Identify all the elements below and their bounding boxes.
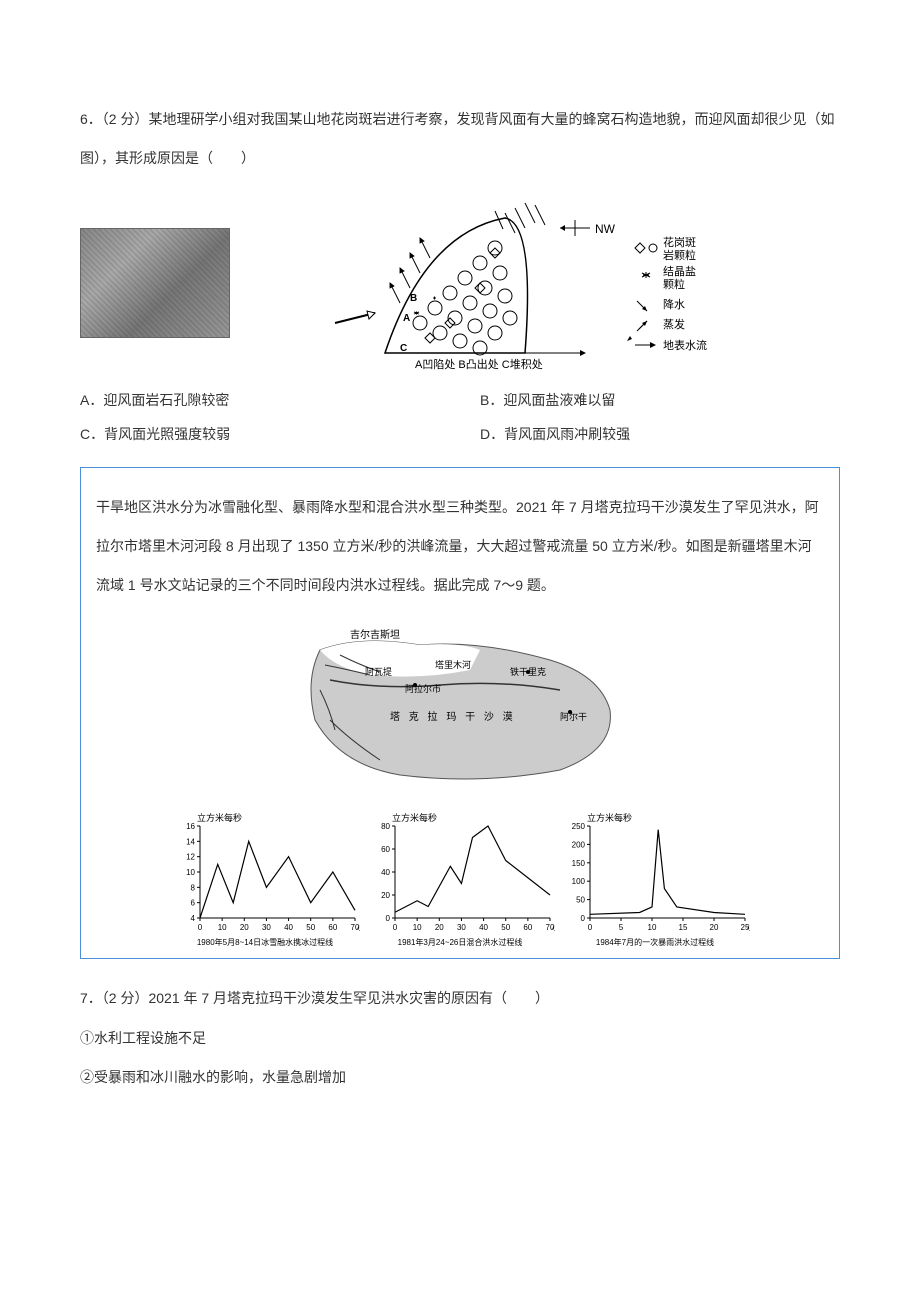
legend-evap: 蒸发	[663, 317, 685, 331]
chart-2: 020406080010203040506070小时立方米每秒1981年3月24…	[365, 808, 555, 948]
q6-photo	[80, 228, 230, 338]
svg-text:立方米每秒: 立方米每秒	[587, 812, 632, 823]
svg-text:立方米每秒: 立方米每秒	[392, 812, 437, 823]
map-aerqan: 阿尔干	[560, 711, 587, 722]
svg-text:10: 10	[186, 868, 195, 877]
svg-text:C: C	[400, 343, 407, 354]
svg-text:8: 8	[191, 884, 196, 893]
svg-text:60: 60	[381, 845, 390, 854]
svg-text:40: 40	[284, 923, 293, 932]
svg-text:4: 4	[191, 914, 196, 923]
question-6: 6．（2 分）某地理研学小组对我国某山地花岗斑岩进行考察，发现背风面有大量的蜂窝…	[80, 100, 840, 447]
context-text: 干旱地区洪水分为冰雪融化型、暴雨降水型和混合洪水型三种类型。2021 年 7 月…	[96, 488, 824, 606]
svg-text:250: 250	[572, 822, 586, 831]
map-kyrgyz: 吉尔吉斯坦	[350, 628, 400, 641]
svg-text:12: 12	[186, 853, 195, 862]
svg-text:小时: 小时	[357, 922, 360, 932]
svg-text:20: 20	[381, 891, 390, 900]
svg-text:5: 5	[619, 923, 624, 932]
svg-text:10: 10	[648, 923, 657, 932]
q7-item-1: ①水利工程设施不足	[80, 1019, 840, 1058]
q7-item-2: ②受暴雨和冰川融水的影响，水量急剧增加	[80, 1058, 840, 1097]
context-box: 干旱地区洪水分为冰雪融化型、暴雨降水型和混合洪水型三种类型。2021 年 7 月…	[80, 467, 840, 960]
context-figures: 吉尔吉斯坦 塔里木河 阿拉尔市 阿瓦提 铁干里克 阿尔干 塔 克 拉 玛 干 沙…	[96, 620, 824, 948]
svg-text:0: 0	[581, 914, 586, 923]
map-awat: 阿瓦提	[365, 667, 392, 677]
legend-flow: 地表水流	[663, 338, 707, 352]
svg-text:立方米每秒: 立方米每秒	[197, 812, 242, 823]
svg-text:30: 30	[457, 923, 466, 932]
svg-text:200: 200	[572, 841, 586, 850]
svg-text:0: 0	[588, 923, 593, 932]
q6-option-b: B．迎风面盐液难以留	[480, 388, 840, 413]
svg-text:颗粒: 颗粒	[663, 277, 685, 291]
legend-rain: 降水	[663, 297, 685, 311]
q6-option-c: C．背风面光照强度较弱	[80, 422, 440, 447]
svg-text:0: 0	[393, 923, 398, 932]
tarim-map: 吉尔吉斯坦 塔里木河 阿拉尔市 阿瓦提 铁干里克 阿尔干 塔 克 拉 玛 干 沙…	[280, 620, 640, 790]
q6-text: 6．（2 分）某地理研学小组对我国某山地花岗斑岩进行考察，发现背风面有大量的蜂窝…	[80, 100, 840, 178]
svg-text:50: 50	[501, 923, 510, 932]
svg-text:40: 40	[381, 868, 390, 877]
svg-text:小时: 小时	[747, 922, 750, 932]
svg-text:1984年7月的一次暴雨洪水过程线: 1984年7月的一次暴雨洪水过程线	[596, 937, 714, 947]
svg-text:B: B	[410, 293, 417, 304]
q6-bottom-labels: A凹陷处 B凸出处 C堆积处	[415, 357, 543, 371]
svg-text:80: 80	[381, 822, 390, 831]
q7-text: 7．（2 分）2021 年 7 月塔克拉玛干沙漠发生罕见洪水灾害的原因有（ ）	[80, 979, 840, 1018]
legend-granite: 花岗斑	[663, 236, 696, 249]
svg-text:10: 10	[218, 923, 227, 932]
map-alar: 阿拉尔市	[405, 683, 441, 694]
svg-text:A: A	[403, 313, 410, 324]
svg-text:20: 20	[710, 923, 719, 932]
nw-label: NW	[595, 222, 616, 236]
svg-text:100: 100	[572, 878, 586, 887]
q6-options: A．迎风面岩石孔隙较密 B．迎风面盐液难以留 C．背风面光照强度较弱 D．背风面…	[80, 388, 840, 446]
svg-text:岩颗粒: 岩颗粒	[663, 248, 696, 262]
svg-text:60: 60	[328, 923, 337, 932]
map-desert: 塔 克 拉 玛 干 沙 漠	[390, 710, 516, 723]
svg-text:20: 20	[435, 923, 444, 932]
svg-text:1980年5月8~14日冰雪融水携冰过程线: 1980年5月8~14日冰雪融水携冰过程线	[197, 937, 333, 947]
legend-salt: 结晶盐	[663, 265, 696, 278]
svg-text:0: 0	[198, 923, 203, 932]
svg-text:30: 30	[262, 923, 271, 932]
chart-3: 0501001502002500510152025小时立方米每秒1984年7月的…	[560, 808, 750, 948]
svg-text:20: 20	[240, 923, 249, 932]
q6-option-a: A．迎风面岩石孔隙较密	[80, 388, 440, 413]
q6-option-d: D．背风面风雨冲刷较强	[480, 422, 840, 447]
svg-text:小时: 小时	[552, 922, 555, 932]
svg-text:0: 0	[386, 914, 391, 923]
svg-text:50: 50	[576, 896, 585, 905]
question-7: 7．（2 分）2021 年 7 月塔克拉玛干沙漠发生罕见洪水灾害的原因有（ ） …	[80, 979, 840, 1097]
q6-figure: NW B A C A凹陷处 B凸出处 C堆积处 花岗斑 岩颗粒 结晶盐 颗粒	[80, 193, 840, 373]
svg-text:60: 60	[523, 923, 532, 932]
svg-text:16: 16	[186, 822, 195, 831]
svg-text:1981年3月24~26日混合洪水过程线: 1981年3月24~26日混合洪水过程线	[398, 937, 523, 947]
q6-diagram: NW B A C A凹陷处 B凸出处 C堆积处 花岗斑 岩颗粒 结晶盐 颗粒	[240, 193, 840, 373]
svg-text:15: 15	[679, 923, 688, 932]
map-tarim: 塔里木河	[435, 659, 471, 670]
svg-text:50: 50	[306, 923, 315, 932]
svg-text:150: 150	[572, 859, 586, 868]
chart-1: 46810121416010203040506070小时立方米每秒1980年5月…	[170, 808, 360, 948]
svg-text:10: 10	[413, 923, 422, 932]
svg-text:6: 6	[191, 899, 196, 908]
svg-text:40: 40	[479, 923, 488, 932]
svg-text:14: 14	[186, 838, 195, 847]
